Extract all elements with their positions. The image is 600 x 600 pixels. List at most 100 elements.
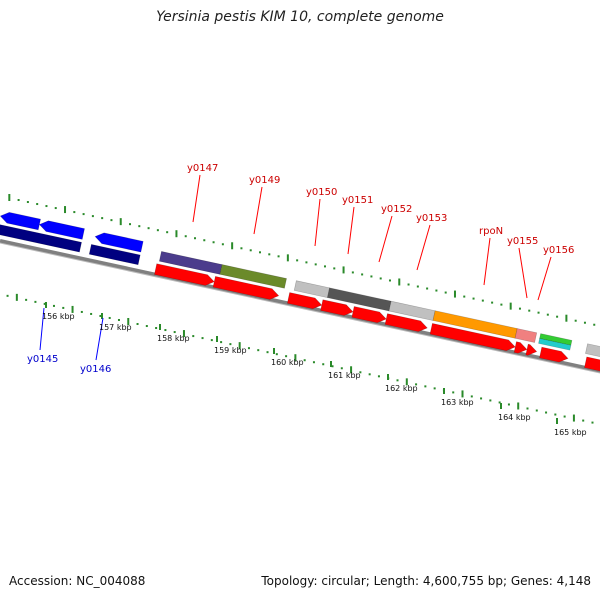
gc-dot <box>110 219 113 222</box>
cog-block[interactable] <box>538 338 572 351</box>
cog-block[interactable] <box>514 328 538 343</box>
gc-dot <box>247 347 250 350</box>
gene-label[interactable]: y0147 <box>187 163 218 174</box>
cds-forward-arrow[interactable] <box>513 341 528 354</box>
scale-ruler <box>45 302 558 424</box>
gc-dot <box>138 225 141 228</box>
gc-dot <box>45 205 48 208</box>
gc-content-track <box>6 193 596 424</box>
accession-text: Accession: NC_004088 <box>9 574 146 588</box>
gc-dot <box>34 300 37 303</box>
cds-forward-arrow[interactable] <box>154 263 215 286</box>
gc-dot <box>182 330 185 338</box>
gene-label[interactable]: y0152 <box>381 204 412 215</box>
gc-dot <box>528 309 531 312</box>
cds-forward-arrow[interactable] <box>584 356 600 375</box>
gc-dot <box>117 318 120 321</box>
gc-dot <box>201 337 204 340</box>
gc-dot <box>17 199 20 202</box>
gene-label[interactable]: y0153 <box>416 213 447 224</box>
gc-dot <box>556 315 559 318</box>
cog-block[interactable] <box>219 264 287 289</box>
callout-line <box>39 307 45 351</box>
gc-dot <box>238 342 241 350</box>
gc-dot <box>64 206 67 214</box>
gc-dot <box>294 354 297 362</box>
gc-dot <box>156 229 159 232</box>
gc-dot <box>305 261 308 264</box>
callout-line <box>95 317 104 361</box>
gc-dot <box>563 415 566 418</box>
gc-dot <box>574 319 577 322</box>
cds-reverse-arrow[interactable] <box>94 232 144 253</box>
gc-dot <box>268 253 271 256</box>
gc-dot <box>129 223 132 226</box>
scale-label: 164 kbp <box>498 413 531 422</box>
gc-dot <box>405 378 408 386</box>
gc-dot <box>435 289 438 292</box>
cds-reverse-arrow[interactable] <box>0 212 41 231</box>
gene-label[interactable]: y0145 <box>27 354 58 365</box>
gene-label[interactable]: y0156 <box>543 245 574 256</box>
gc-dot <box>54 207 57 210</box>
gene-label[interactable]: y0155 <box>507 236 538 247</box>
cds-forward-arrow[interactable] <box>320 299 354 316</box>
cds-forward-arrow[interactable] <box>525 343 538 356</box>
gc-dot <box>286 254 289 262</box>
cog-block[interactable] <box>88 244 141 266</box>
gc-dot <box>350 366 353 374</box>
gc-dot <box>303 359 306 362</box>
gene-label[interactable]: y0149 <box>249 175 280 186</box>
callout-line <box>314 198 321 247</box>
gc-dot <box>80 310 83 313</box>
scale-label: 162 kbp <box>385 384 418 393</box>
callout-line <box>537 256 552 301</box>
gene-label[interactable]: rpoN <box>479 226 503 237</box>
gc-dot <box>71 305 74 313</box>
gc-dot <box>210 339 213 342</box>
gc-dot <box>463 295 466 298</box>
gc-dot <box>444 291 447 294</box>
cds-forward-arrow[interactable] <box>429 323 516 352</box>
gc-dot <box>370 275 373 278</box>
cog-block[interactable] <box>0 224 82 253</box>
gc-dot <box>119 218 122 226</box>
cds-forward-arrow[interactable] <box>384 313 428 332</box>
gc-dot <box>43 302 46 305</box>
cds-forward-arrow[interactable] <box>286 292 323 310</box>
gc-dot <box>396 379 399 382</box>
cds-forward-arrow[interactable] <box>539 346 569 363</box>
cds-reverse-arrow[interactable] <box>38 220 85 240</box>
gc-dot <box>426 287 429 290</box>
gc-dot <box>175 230 178 238</box>
gc-dot <box>398 278 401 286</box>
cds-forward-arrow[interactable] <box>212 276 280 300</box>
gc-dot <box>388 279 391 282</box>
feature-track[interactable] <box>0 212 600 375</box>
gc-dot <box>314 263 317 266</box>
genome-summary-text: Topology: circular; Length: 4,600,755 bp… <box>261 574 591 588</box>
gene-label[interactable]: y0146 <box>80 364 111 375</box>
gc-dot <box>359 371 362 374</box>
gc-dot <box>184 235 187 238</box>
scale-tick <box>45 302 47 308</box>
scale-tick <box>556 418 558 424</box>
gc-dot <box>15 293 18 301</box>
cog-block[interactable] <box>585 343 600 363</box>
gc-dot <box>99 314 102 317</box>
gc-dot <box>509 302 512 310</box>
gc-dot <box>136 323 139 326</box>
gc-dot <box>166 231 169 234</box>
gene-label[interactable]: y0151 <box>342 195 373 206</box>
gene-label[interactable]: y0150 <box>306 187 337 198</box>
gc-dot <box>424 385 427 388</box>
gc-dot <box>285 355 288 358</box>
gc-dot <box>480 397 483 400</box>
gc-dot <box>221 243 224 246</box>
gc-dot <box>377 375 380 378</box>
gene-callouts <box>39 174 552 361</box>
gc-dot <box>500 303 503 306</box>
scale-label: 156 kbp <box>42 312 75 321</box>
cds-forward-arrow[interactable] <box>351 306 387 324</box>
